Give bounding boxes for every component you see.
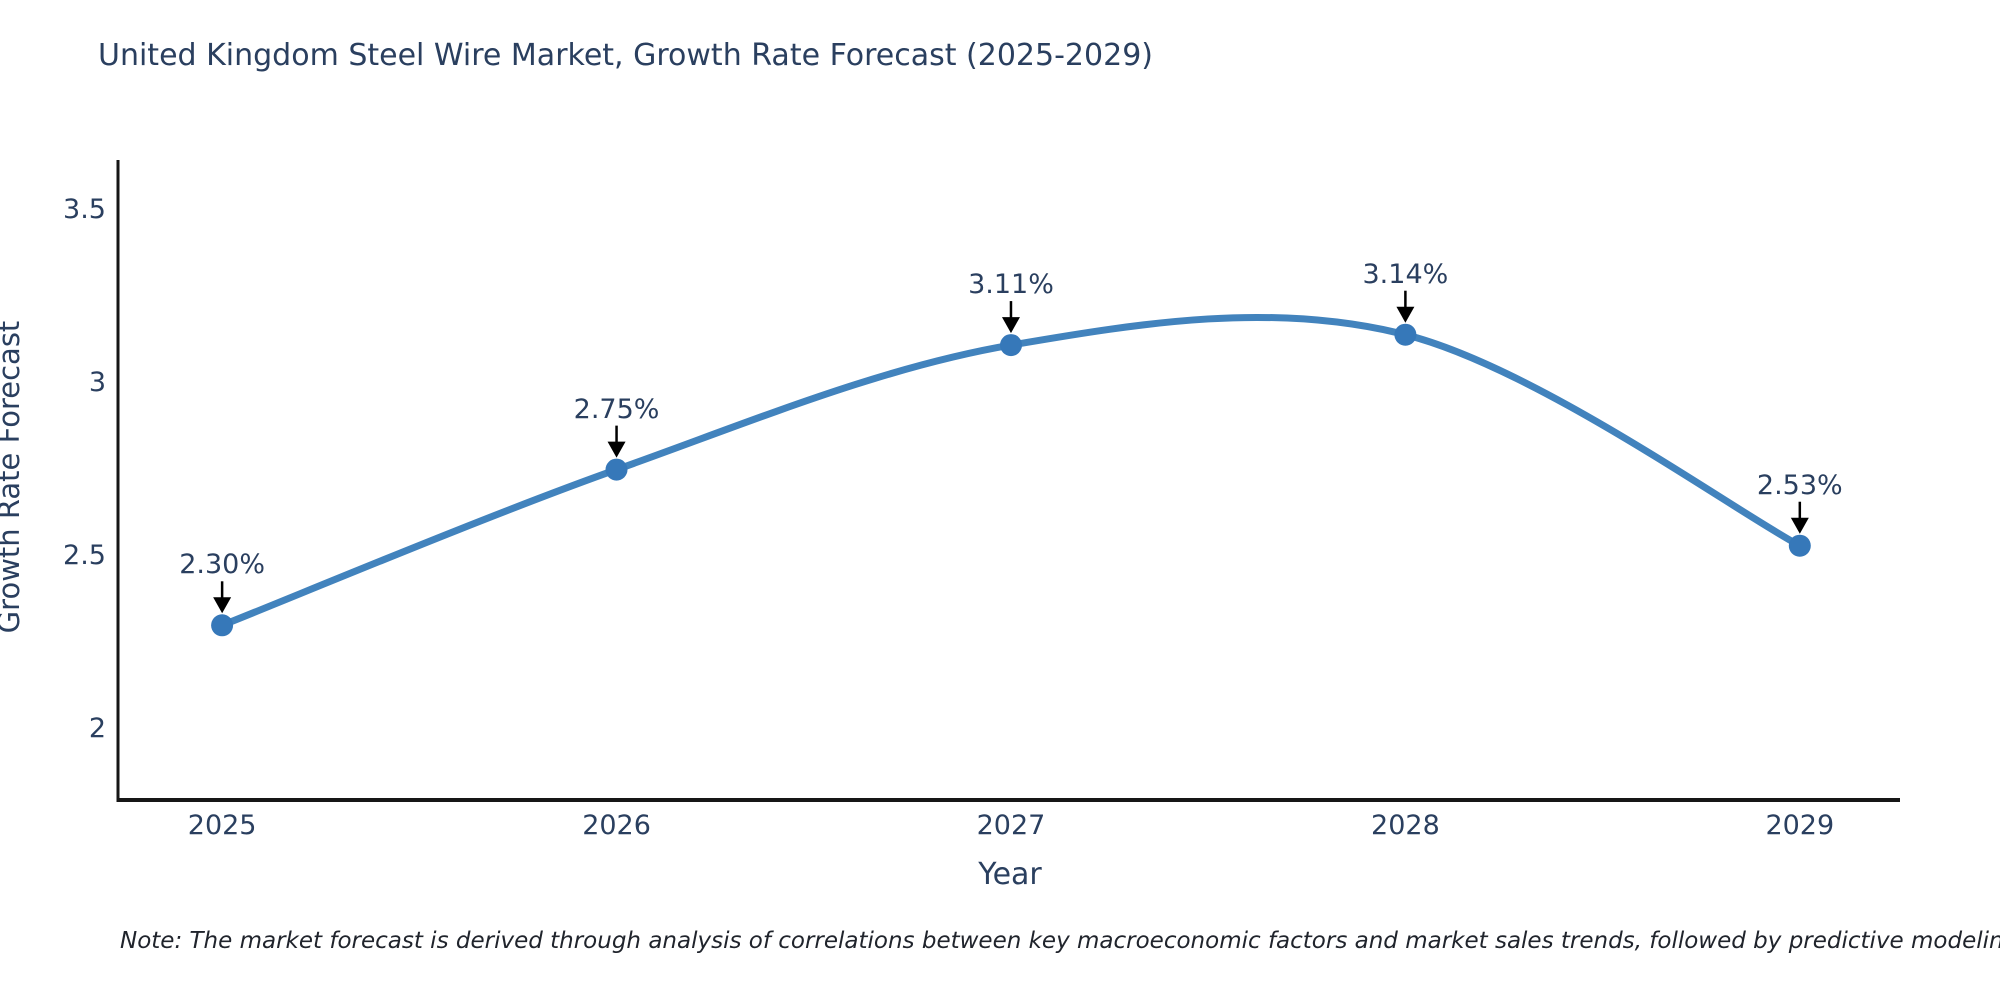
x-tick-label: 2029 [1765, 810, 1835, 841]
annotation-arrow-head [607, 441, 626, 458]
data-point-marker [1000, 334, 1022, 357]
data-point-marker [211, 614, 234, 637]
x-axis-title: Year [978, 857, 1042, 892]
x-tick-label: 2027 [976, 810, 1046, 841]
data-point-marker [605, 458, 628, 481]
data-point-value-label: 2.53% [1756, 469, 1843, 501]
y-tick-label: 2 [88, 713, 106, 745]
data-point-marker [1394, 323, 1417, 346]
growth-rate-line [218, 313, 1804, 629]
annotation-arrow-head [1001, 317, 1020, 334]
annotation-arrow-head [1396, 306, 1415, 323]
x-tick-label: 2028 [1371, 810, 1440, 841]
chart-title: United Kingdom Steel Wire Market, Growth… [98, 38, 1153, 73]
data-point-marker [1788, 534, 1811, 557]
footnote: Note: The market forecast is derived thr… [120, 928, 2000, 954]
y-tick-label: 3 [88, 367, 106, 399]
data-point-value-label: 3.14% [1362, 258, 1449, 290]
y-tick-label: 3.5 [63, 194, 106, 226]
data-point-value-label: 2.30% [179, 549, 266, 581]
x-tick-label: 2025 [187, 810, 257, 841]
data-point-value-label: 3.11% [968, 269, 1054, 301]
x-tick-label: 2026 [582, 810, 651, 841]
annotation-arrow-head [213, 597, 232, 614]
annotation-arrow-head [1790, 517, 1809, 534]
data-point-value-label: 2.75% [573, 393, 660, 425]
y-tick-label: 2.5 [63, 540, 106, 572]
